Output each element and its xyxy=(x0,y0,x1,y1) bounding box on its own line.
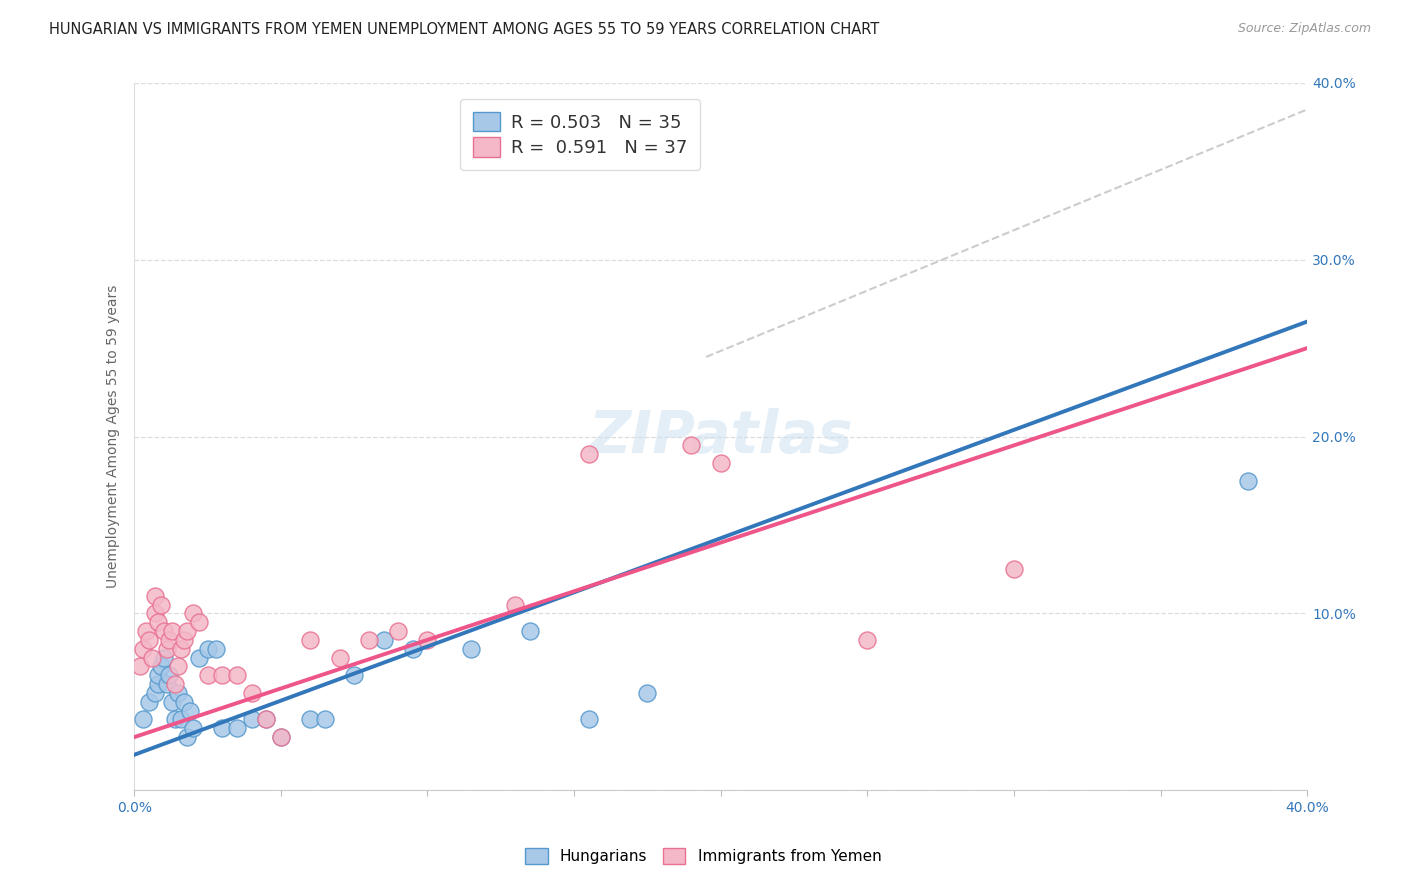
Point xyxy=(578,713,600,727)
Point xyxy=(299,713,322,727)
Point xyxy=(505,598,527,612)
Point xyxy=(146,668,169,682)
Point xyxy=(187,615,209,630)
Legend: Hungarians, Immigrants from Yemen: Hungarians, Immigrants from Yemen xyxy=(516,838,890,873)
Point xyxy=(132,713,155,727)
Point xyxy=(636,686,658,700)
Point xyxy=(138,632,160,647)
Point xyxy=(240,713,263,727)
Point xyxy=(155,677,177,691)
Point xyxy=(143,607,166,621)
Text: Source: ZipAtlas.com: Source: ZipAtlas.com xyxy=(1237,22,1371,36)
Point xyxy=(135,624,157,638)
Point xyxy=(159,632,181,647)
Point xyxy=(165,713,187,727)
Point xyxy=(387,624,409,638)
Point xyxy=(373,632,395,647)
Point xyxy=(1002,562,1025,576)
Point xyxy=(357,632,380,647)
Point xyxy=(173,632,195,647)
Point xyxy=(170,713,193,727)
Point xyxy=(578,447,600,461)
Point xyxy=(176,624,198,638)
Point xyxy=(211,721,233,735)
Point xyxy=(179,704,201,718)
Point xyxy=(149,598,172,612)
Point xyxy=(225,721,247,735)
Point xyxy=(254,713,277,727)
Point xyxy=(240,686,263,700)
Point xyxy=(197,668,219,682)
Point xyxy=(1237,474,1260,488)
Point xyxy=(856,632,879,647)
Point xyxy=(132,641,155,656)
Point xyxy=(343,668,366,682)
Point xyxy=(328,650,350,665)
Point xyxy=(141,650,163,665)
Point xyxy=(181,607,204,621)
Point xyxy=(299,632,322,647)
Point xyxy=(710,456,733,470)
Point xyxy=(138,695,160,709)
Point xyxy=(176,730,198,744)
Point xyxy=(254,713,277,727)
Point xyxy=(167,686,190,700)
Point xyxy=(152,650,174,665)
Point xyxy=(143,589,166,603)
Point xyxy=(146,615,169,630)
Point xyxy=(146,677,169,691)
Point xyxy=(162,695,184,709)
Point xyxy=(402,641,425,656)
Y-axis label: Unemployment Among Ages 55 to 59 years: Unemployment Among Ages 55 to 59 years xyxy=(107,285,121,588)
Point xyxy=(270,730,292,744)
Point xyxy=(167,659,190,673)
Point xyxy=(173,695,195,709)
Text: HUNGARIAN VS IMMIGRANTS FROM YEMEN UNEMPLOYMENT AMONG AGES 55 TO 59 YEARS CORREL: HUNGARIAN VS IMMIGRANTS FROM YEMEN UNEMP… xyxy=(49,22,880,37)
Point xyxy=(129,659,152,673)
Point xyxy=(149,659,172,673)
Point xyxy=(519,624,541,638)
Point xyxy=(225,668,247,682)
Point xyxy=(165,677,187,691)
Point xyxy=(162,624,184,638)
Point xyxy=(314,713,336,727)
Point xyxy=(152,624,174,638)
Point xyxy=(155,641,177,656)
Point xyxy=(170,641,193,656)
Point xyxy=(681,438,703,452)
Legend: R = 0.503   N = 35, R =  0.591   N = 37: R = 0.503 N = 35, R = 0.591 N = 37 xyxy=(460,99,700,169)
Point xyxy=(159,668,181,682)
Point xyxy=(187,650,209,665)
Point xyxy=(460,641,482,656)
Point xyxy=(197,641,219,656)
Point xyxy=(211,668,233,682)
Point xyxy=(181,721,204,735)
Point xyxy=(205,641,228,656)
Text: ZIPatlas: ZIPatlas xyxy=(589,408,853,465)
Point xyxy=(143,686,166,700)
Point xyxy=(270,730,292,744)
Point xyxy=(416,632,439,647)
